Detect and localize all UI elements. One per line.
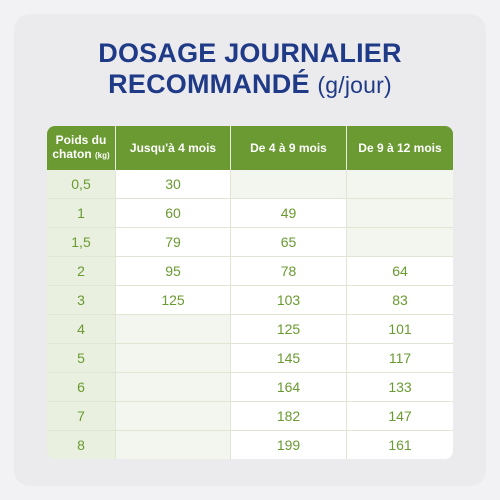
table-row: 1 60 49 bbox=[47, 199, 453, 228]
cell-col-1: 60 bbox=[116, 199, 231, 228]
table-row: 5 145 117 bbox=[47, 344, 453, 373]
header-weight-line2: chaton bbox=[52, 147, 92, 161]
table-row: 8 199 161 bbox=[47, 431, 453, 459]
weight-cell: 0,5 bbox=[47, 170, 116, 199]
cell-col-2: 65 bbox=[231, 228, 347, 257]
table-row: 2 95 78 64 bbox=[47, 257, 453, 286]
dosage-table: Poids du chaton (kg) Jusqu'à 4 mois De 4… bbox=[47, 126, 453, 459]
table-body: 0,5 30 1 60 49 1,5 79 65 2 95 78 64 3 125 103 83 4 125 101… bbox=[47, 170, 453, 459]
header-weight: Poids du chaton (kg) bbox=[47, 126, 116, 170]
weight-cell: 8 bbox=[47, 431, 116, 459]
cell-col-2: 199 bbox=[231, 431, 347, 459]
cell-col-2: 103 bbox=[231, 286, 347, 315]
header-col-1: Jusqu'à 4 mois bbox=[116, 126, 231, 170]
weight-cell: 1 bbox=[47, 199, 116, 228]
cell-col-1: 79 bbox=[116, 228, 231, 257]
table-row: 4 125 101 bbox=[47, 315, 453, 344]
cell-col-2: 164 bbox=[231, 373, 347, 402]
weight-cell: 5 bbox=[47, 344, 116, 373]
cell-col-1: 95 bbox=[116, 257, 231, 286]
cell-col-3: 83 bbox=[347, 286, 453, 315]
cell-col-3: 64 bbox=[347, 257, 453, 286]
weight-cell: 3 bbox=[47, 286, 116, 315]
cell-col-1: 125 bbox=[116, 286, 231, 315]
cell-col-2: 125 bbox=[231, 315, 347, 344]
cell-col-2: 49 bbox=[231, 199, 347, 228]
weight-cell: 4 bbox=[47, 315, 116, 344]
cell-col-2: 145 bbox=[231, 344, 347, 373]
page-title: DOSAGE JOURNALIER RECOMMANDÉ (g/jour) bbox=[0, 38, 500, 101]
cell-col-1 bbox=[116, 315, 231, 344]
cell-col-3: 161 bbox=[347, 431, 453, 459]
header-col-2: De 4 à 9 mois bbox=[231, 126, 347, 170]
title-unit: (g/jour) bbox=[317, 72, 392, 98]
cell-col-3: 117 bbox=[347, 344, 453, 373]
cell-col-3 bbox=[347, 228, 453, 257]
cell-col-1 bbox=[116, 344, 231, 373]
title-line-2-text: RECOMMANDÉ bbox=[108, 69, 310, 99]
table-row: 6 164 133 bbox=[47, 373, 453, 402]
header-col-3: De 9 à 12 mois bbox=[347, 126, 453, 170]
cell-col-3: 101 bbox=[347, 315, 453, 344]
cell-col-3: 147 bbox=[347, 402, 453, 431]
title-line-1: DOSAGE JOURNALIER bbox=[98, 38, 402, 68]
cell-col-1: 30 bbox=[116, 170, 231, 199]
weight-cell: 2 bbox=[47, 257, 116, 286]
cell-col-1 bbox=[116, 431, 231, 459]
table-header-row: Poids du chaton (kg) Jusqu'à 4 mois De 4… bbox=[47, 126, 453, 170]
cell-col-3 bbox=[347, 170, 453, 199]
cell-col-1 bbox=[116, 373, 231, 402]
cell-col-2 bbox=[231, 170, 347, 199]
weight-cell: 1,5 bbox=[47, 228, 116, 257]
header-weight-line1: Poids du bbox=[55, 133, 107, 147]
cell-col-1 bbox=[116, 402, 231, 431]
header-weight-unit: (kg) bbox=[95, 151, 110, 160]
table-row: 0,5 30 bbox=[47, 170, 453, 199]
title-line-2: RECOMMANDÉ (g/jour) bbox=[0, 69, 500, 101]
cell-col-2: 78 bbox=[231, 257, 347, 286]
cell-col-3: 133 bbox=[347, 373, 453, 402]
table-row: 7 182 147 bbox=[47, 402, 453, 431]
cell-col-2: 182 bbox=[231, 402, 347, 431]
weight-cell: 6 bbox=[47, 373, 116, 402]
table-row: 3 125 103 83 bbox=[47, 286, 453, 315]
table-row: 1,5 79 65 bbox=[47, 228, 453, 257]
cell-col-3 bbox=[347, 199, 453, 228]
weight-cell: 7 bbox=[47, 402, 116, 431]
